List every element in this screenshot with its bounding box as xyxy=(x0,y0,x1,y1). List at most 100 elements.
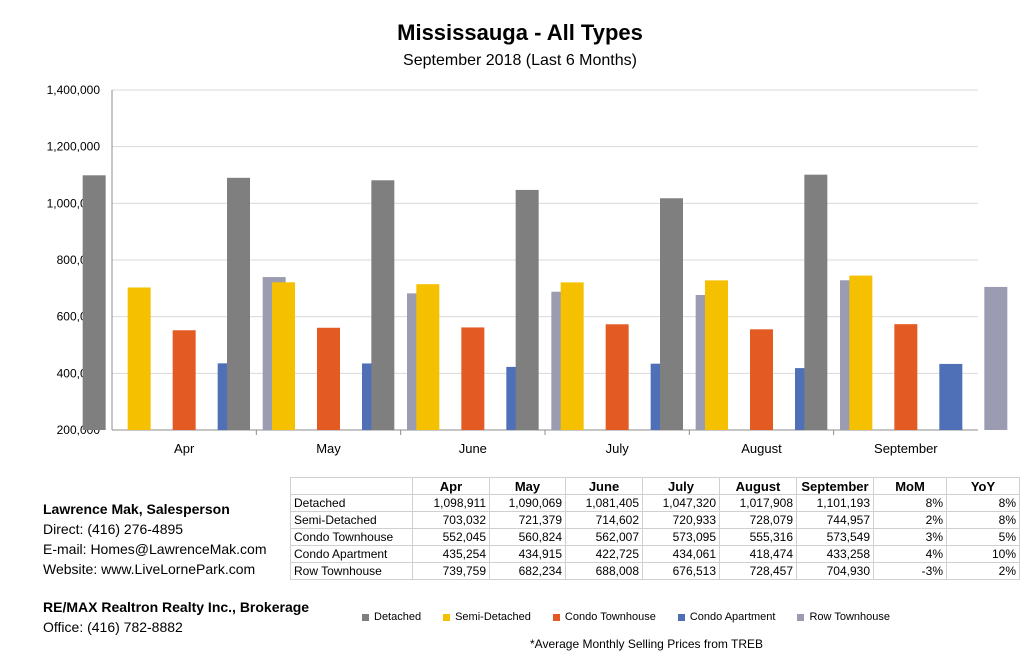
table-cell: 4% xyxy=(873,545,947,563)
bar xyxy=(227,177,250,430)
legend-item: Row Townhouse xyxy=(797,611,890,623)
bar xyxy=(560,282,584,430)
y-tick-label: 1,400,000 xyxy=(47,83,101,97)
bar xyxy=(416,284,440,430)
table-cell: 1,017,908 xyxy=(719,494,797,512)
table-cell: 2% xyxy=(946,562,1020,580)
legend-label: Condo Townhouse xyxy=(564,611,656,623)
table-cell: 5% xyxy=(946,528,1020,546)
table-cell: 714,602 xyxy=(565,511,643,529)
chart-title: Mississauga - All Types xyxy=(397,20,643,45)
table-cell: 573,549 xyxy=(796,528,874,546)
table-cell: 1,047,320 xyxy=(642,494,720,512)
table-cell: -3% xyxy=(873,562,947,580)
table-cell: 422,725 xyxy=(565,545,643,563)
legend-swatch xyxy=(443,613,451,621)
table-header-cell xyxy=(290,477,413,495)
table-cell: 552,045 xyxy=(412,528,490,546)
row-label-cell: Detached xyxy=(290,494,413,512)
table-cell: 8% xyxy=(946,511,1020,529)
agent-direct-phone: Direct: (416) 276-4895 xyxy=(43,521,184,537)
bar xyxy=(939,363,963,430)
bar xyxy=(984,286,1008,430)
y-tick-label: 1,200,000 xyxy=(47,140,101,154)
table-cell: 3% xyxy=(873,528,947,546)
legend-label: Condo Apartment xyxy=(689,611,776,623)
table-cell: 434,915 xyxy=(489,545,566,563)
brokerage-name: RE/MAX Realtron Realty Inc., Brokerage xyxy=(43,599,310,615)
agent-email: E-mail: Homes@LawrenceMak.com xyxy=(43,541,267,557)
table-cell: 688,008 xyxy=(565,562,643,580)
legend-swatch xyxy=(552,613,560,621)
table-cell: 728,457 xyxy=(719,562,797,580)
bar xyxy=(371,180,395,430)
data-table: Apr May June July August September MoM Y… xyxy=(290,477,1020,580)
table-row: Condo Apartment 435,254 434,915 422,725 434,… xyxy=(290,545,1020,563)
bar-chart: 200,000400,000600,000800,0001,000,0001,2… xyxy=(47,83,1008,456)
table-cell: 721,379 xyxy=(489,511,566,529)
agent-name: Lawrence Mak, Salesperson xyxy=(43,501,230,517)
bar xyxy=(660,198,683,430)
legend-label: Semi-Detached xyxy=(455,611,531,623)
agent-website: Website: www.LiveLornePark.com xyxy=(43,561,256,577)
row-label-cell: Semi-Detached xyxy=(290,511,413,529)
chart-subtitle: September 2018 (Last 6 Months) xyxy=(403,52,637,69)
table-cell: 8% xyxy=(873,494,947,512)
row-label-cell: Condo Apartment xyxy=(290,545,413,563)
x-tick-label: July xyxy=(606,441,630,456)
table-header-cell: June xyxy=(565,477,643,495)
table-header-cell: July xyxy=(642,477,720,495)
agent-contact-block: Lawrence Mak, Salesperson Direct: (416) … xyxy=(43,499,267,579)
bar xyxy=(172,330,196,430)
table-row: Row Townhouse 739,759 682,234 688,008 676,51… xyxy=(290,562,1020,580)
table-cell: 703,032 xyxy=(412,511,490,529)
table-cell: 1,090,069 xyxy=(489,494,566,512)
row-label-cell: Condo Townhouse xyxy=(290,528,413,546)
x-tick-label: September xyxy=(874,441,938,456)
table-cell: 2% xyxy=(873,511,947,529)
table-row: Semi-Detached 703,032 721,379 714,602 720,93… xyxy=(290,511,1020,529)
bar xyxy=(705,280,728,430)
table-cell: 10% xyxy=(946,545,1020,563)
bar xyxy=(127,287,151,430)
table-header-cell: Apr xyxy=(412,477,490,495)
table-cell: 744,957 xyxy=(796,511,874,529)
table-cell: 676,513 xyxy=(642,562,720,580)
table-row: Condo Townhouse 552,045 560,824 562,007 573,… xyxy=(290,528,1020,546)
table-cell: 418,474 xyxy=(719,545,797,563)
row-label-cell: Row Townhouse xyxy=(290,562,413,580)
legend-label: Detached xyxy=(374,611,422,623)
bar xyxy=(82,175,106,430)
table-header-cell: May xyxy=(489,477,566,495)
legend-item: Detached xyxy=(362,611,421,623)
table-cell: 435,254 xyxy=(412,545,490,563)
legend-swatch xyxy=(677,613,685,621)
brokerage-block: RE/MAX Realtron Realty Inc., Brokerage O… xyxy=(43,597,309,637)
table-cell: 682,234 xyxy=(489,562,566,580)
bar xyxy=(317,327,340,430)
table-header-row: Apr May June July August September MoM Y… xyxy=(290,477,1020,495)
bar xyxy=(515,189,539,430)
legend-item: Condo Apartment xyxy=(677,611,776,623)
legend-item: Semi-Detached xyxy=(443,611,531,623)
table-cell: 8% xyxy=(946,494,1020,512)
brokerage-office-phone: Office: (416) 782-8882 xyxy=(43,619,183,635)
table-row: Detached 1,098,911 1,090,069 1,081,405 1,047… xyxy=(290,494,1020,512)
table-cell: 728,079 xyxy=(719,511,797,529)
table-cell: 704,930 xyxy=(796,562,874,580)
bar xyxy=(849,275,873,430)
table-cell: 562,007 xyxy=(565,528,643,546)
footnote: *Average Monthly Selling Prices from TRE… xyxy=(530,637,763,651)
x-tick-label: June xyxy=(459,441,487,456)
bar xyxy=(804,174,828,430)
table-cell: 1,101,193 xyxy=(796,494,874,512)
table-header-cell: September xyxy=(796,477,874,495)
x-tick-label: Apr xyxy=(174,441,195,456)
table-cell: 1,098,911 xyxy=(412,494,490,512)
bar xyxy=(272,282,295,430)
bar xyxy=(461,327,485,430)
table-cell: 1,081,405 xyxy=(565,494,643,512)
table-cell: 573,095 xyxy=(642,528,720,546)
table-cell: 739,759 xyxy=(412,562,490,580)
table-cell: 555,316 xyxy=(719,528,797,546)
